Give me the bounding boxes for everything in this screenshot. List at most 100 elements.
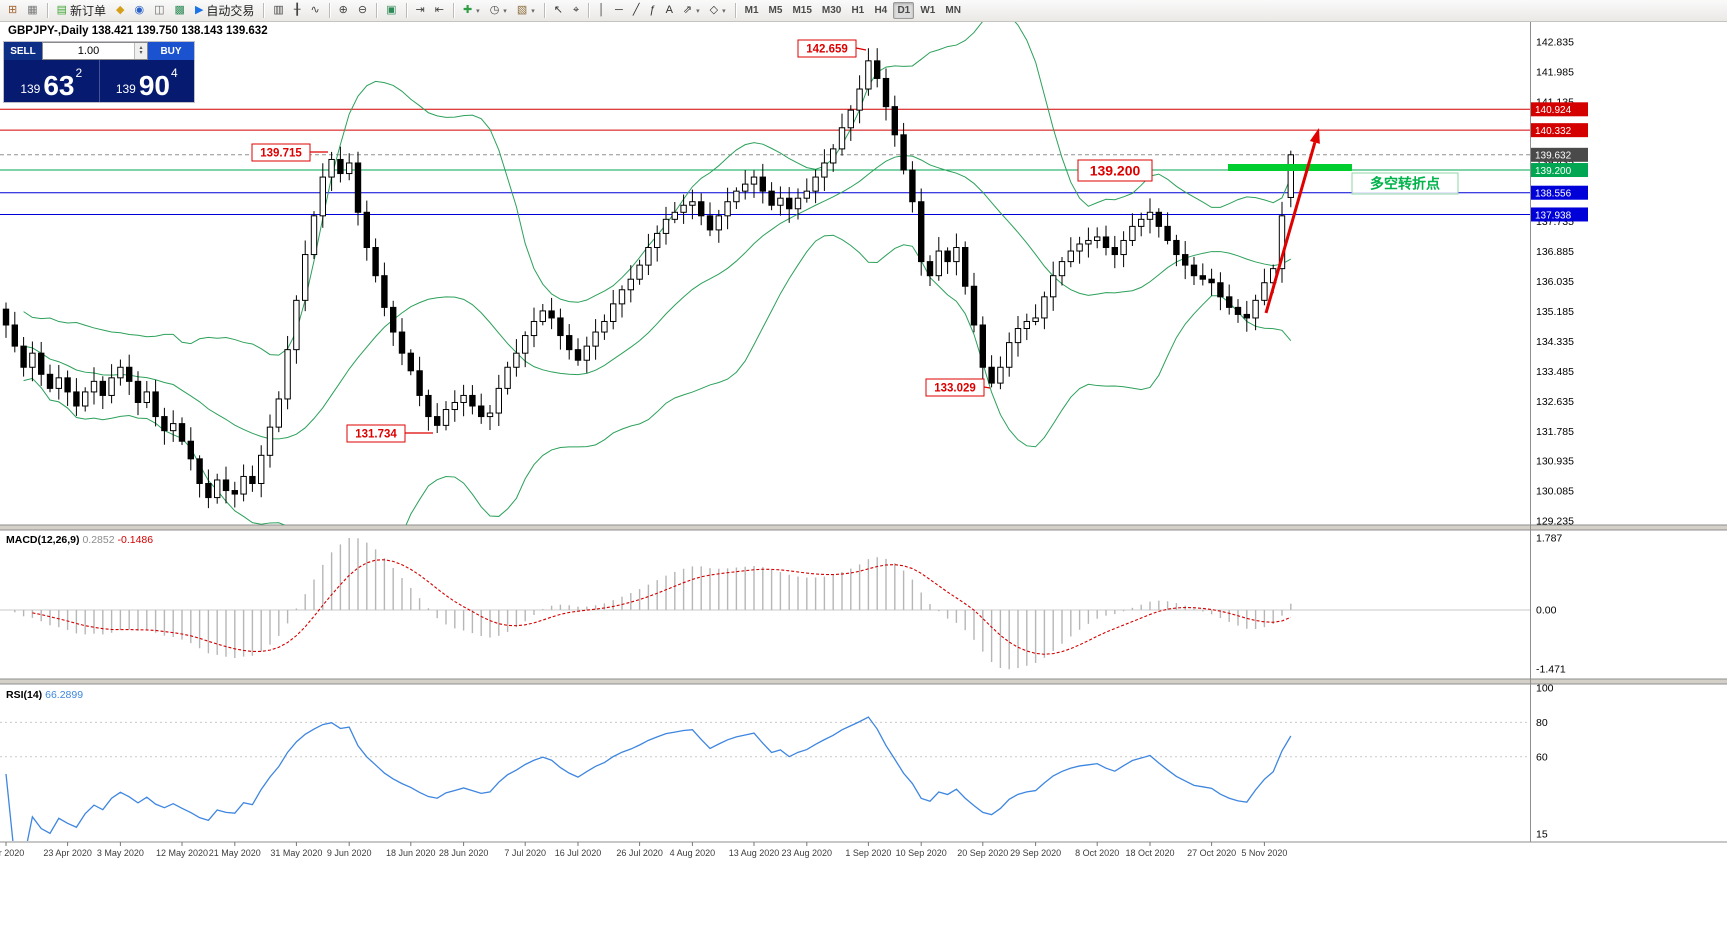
terminal-button[interactable]: ▩ bbox=[171, 1, 189, 20]
svg-text:16 Jul 2020: 16 Jul 2020 bbox=[555, 848, 602, 858]
candle-chart-type-button[interactable]: ╂ bbox=[290, 1, 305, 20]
candle bbox=[962, 247, 969, 287]
buy-button[interactable]: BUY bbox=[148, 42, 194, 60]
candle bbox=[381, 275, 388, 308]
bar-chart-type-button[interactable]: ▥ bbox=[269, 1, 287, 20]
volume-up-icon[interactable]: ▴ bbox=[139, 45, 143, 51]
candle bbox=[592, 331, 599, 347]
market-watch-button[interactable]: ◉ bbox=[131, 1, 149, 20]
zoom-in-button[interactable]: ⊕ bbox=[335, 1, 352, 20]
timeframe-w1-button[interactable]: W1 bbox=[916, 2, 939, 19]
candle bbox=[645, 247, 652, 266]
candle bbox=[11, 324, 19, 347]
candle bbox=[1234, 306, 1242, 315]
volume-value[interactable]: 1.00 bbox=[77, 45, 100, 57]
timeframe-h1-button[interactable]: H1 bbox=[847, 2, 868, 19]
shapes-button[interactable]: ◇ ▾ bbox=[706, 1, 730, 20]
timeframe-mn-button[interactable]: MN bbox=[941, 2, 965, 19]
candle bbox=[486, 412, 494, 418]
price-annotation[interactable]: 131.734 bbox=[346, 424, 433, 443]
periods-dropdown-icon[interactable]: ▾ bbox=[503, 7, 507, 15]
candle bbox=[29, 352, 36, 368]
candle bbox=[1243, 313, 1250, 319]
buy-price[interactable]: 139 90 4 bbox=[100, 60, 195, 102]
metaeditor-button[interactable]: ◆ bbox=[112, 1, 128, 20]
new-order-button[interactable]: ▤ 新订单 bbox=[53, 1, 110, 20]
shapes-dropdown-icon[interactable]: ▾ bbox=[722, 7, 726, 15]
timeframe-m30-button[interactable]: M30 bbox=[818, 2, 845, 19]
new-chart-button[interactable]: ⊞ bbox=[4, 1, 21, 20]
sell-button[interactable]: SELL bbox=[4, 42, 42, 60]
pane-separator[interactable] bbox=[0, 679, 1727, 684]
indicators-dropdown-icon[interactable]: ▾ bbox=[476, 7, 480, 15]
templates-button[interactable]: ▧ ▾ bbox=[513, 1, 539, 20]
fibonacci-button[interactable]: ƒ bbox=[645, 1, 659, 20]
candle bbox=[513, 352, 520, 368]
volume-spin-buttons[interactable]: ▴ ▾ bbox=[134, 43, 147, 59]
trend-arrow-head bbox=[1309, 128, 1320, 144]
timeframe-m1-button[interactable]: M1 bbox=[741, 2, 763, 19]
trend-arrow[interactable] bbox=[1264, 142, 1317, 314]
candle bbox=[680, 204, 687, 213]
text-label-button[interactable]: A bbox=[662, 1, 677, 20]
timeframe-m5-button[interactable]: M5 bbox=[765, 2, 787, 19]
candle bbox=[1164, 225, 1171, 241]
candle bbox=[478, 405, 485, 418]
volume-down-icon[interactable]: ▾ bbox=[139, 50, 143, 56]
svg-text:142.835: 142.835 bbox=[1536, 37, 1574, 49]
timeframe-h4-button[interactable]: H4 bbox=[870, 2, 891, 19]
data-window-button[interactable]: ◫ bbox=[150, 1, 168, 20]
toolbar-separator bbox=[328, 3, 330, 18]
chart-canvas[interactable]: 142.659 139.715 131.734 133.029 139.200 多空转折点… bbox=[0, 22, 1727, 941]
periods-button[interactable]: ◷ ▾ bbox=[486, 1, 511, 20]
arrow-tool-dropdown-icon[interactable]: ▾ bbox=[696, 7, 700, 15]
price-chart[interactable]: 142.659 139.715 131.734 133.029 139.200 多空转折点… bbox=[0, 22, 1727, 941]
price-annotation[interactable]: 139.715 bbox=[251, 143, 328, 162]
price-tag: 140.332 bbox=[1531, 123, 1588, 138]
chart-shift-button[interactable]: ⇤ bbox=[431, 1, 448, 20]
candle bbox=[346, 162, 353, 175]
candle bbox=[231, 490, 239, 495]
candle bbox=[460, 394, 467, 403]
svg-text:133.485: 133.485 bbox=[1536, 366, 1574, 378]
price-tag: 138.556 bbox=[1531, 185, 1588, 200]
vertical-line-button[interactable]: │ bbox=[594, 1, 609, 20]
line-chart-type-button[interactable]: ∿ bbox=[306, 1, 323, 20]
horizontal-line-button[interactable]: ─ bbox=[611, 1, 627, 20]
arrow-tool-button[interactable]: ⇗ ▾ bbox=[679, 1, 704, 20]
timeframe-m15-button[interactable]: M15 bbox=[788, 2, 815, 19]
chart-profiles-button[interactable]: ▦ bbox=[23, 1, 41, 20]
candle bbox=[407, 352, 415, 372]
tile-windows-button[interactable]: ▣ bbox=[382, 1, 400, 20]
timeframe-d1-button[interactable]: D1 bbox=[893, 2, 915, 19]
cursor-button[interactable]: ↖ bbox=[550, 1, 567, 20]
candle bbox=[812, 176, 819, 192]
candle bbox=[979, 324, 986, 368]
autotrading-button[interactable]: ▶ 自动交易 bbox=[191, 1, 258, 20]
svg-text:139.632: 139.632 bbox=[1535, 151, 1572, 162]
candle bbox=[706, 215, 714, 231]
svg-text:1.787: 1.787 bbox=[1536, 533, 1562, 545]
indicators-button[interactable]: ✚ ▾ bbox=[459, 1, 484, 20]
candle bbox=[117, 366, 124, 379]
svg-text:26 Jul 2020: 26 Jul 2020 bbox=[616, 848, 663, 858]
volume-stepper[interactable]: 1.00 ▴ ▾ bbox=[42, 42, 148, 60]
pane-separator[interactable] bbox=[0, 525, 1727, 530]
note-label[interactable]: 多空转折点 bbox=[1351, 172, 1459, 195]
tile-windows-icon: ▣ bbox=[386, 4, 397, 16]
sell-price[interactable]: 139 63 2 bbox=[4, 60, 100, 102]
price-annotation[interactable]: 133.029 bbox=[925, 378, 991, 397]
price-annotation[interactable]: 139.200 bbox=[1077, 159, 1153, 182]
bollinger-bands bbox=[23, 22, 1292, 525]
crosshair-button[interactable]: ⌖ bbox=[569, 1, 583, 20]
trendline-button[interactable]: ╱ bbox=[629, 1, 644, 20]
candle bbox=[1155, 211, 1162, 227]
auto-scroll-button[interactable]: ⇥ bbox=[412, 1, 429, 20]
market-watch-icon: ◉ bbox=[134, 4, 145, 16]
templates-dropdown-icon[interactable]: ▾ bbox=[531, 7, 535, 15]
candle bbox=[618, 289, 626, 305]
candle bbox=[874, 60, 881, 79]
price-annotation[interactable]: 142.659 bbox=[797, 39, 867, 58]
zoom-out-button[interactable]: ⊖ bbox=[354, 1, 371, 20]
candle bbox=[425, 394, 432, 418]
